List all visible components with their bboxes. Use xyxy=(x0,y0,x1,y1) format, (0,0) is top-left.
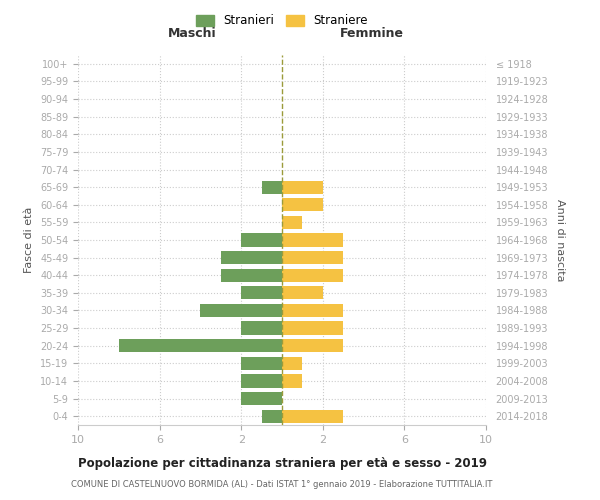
Y-axis label: Anni di nascita: Anni di nascita xyxy=(555,198,565,281)
Bar xyxy=(282,356,302,370)
Bar xyxy=(241,392,282,405)
Text: COMUNE DI CASTELNUOVO BORMIDA (AL) - Dati ISTAT 1° gennaio 2019 - Elaborazione T: COMUNE DI CASTELNUOVO BORMIDA (AL) - Dat… xyxy=(71,480,493,489)
Bar xyxy=(241,286,282,300)
Bar xyxy=(241,374,282,388)
Bar xyxy=(282,251,343,264)
Legend: Stranieri, Straniere: Stranieri, Straniere xyxy=(193,11,371,31)
Bar xyxy=(241,356,282,370)
Text: Femmine: Femmine xyxy=(340,27,404,40)
Bar xyxy=(262,180,282,194)
Bar xyxy=(282,322,343,334)
Bar xyxy=(262,410,282,423)
Y-axis label: Fasce di età: Fasce di età xyxy=(25,207,34,273)
Bar xyxy=(282,216,302,229)
Bar xyxy=(282,180,323,194)
Bar xyxy=(282,304,343,317)
Bar xyxy=(282,410,343,423)
Bar xyxy=(282,339,343,352)
Bar xyxy=(221,268,282,282)
Text: Maschi: Maschi xyxy=(168,27,217,40)
Bar xyxy=(221,251,282,264)
Bar xyxy=(282,374,302,388)
Text: Popolazione per cittadinanza straniera per età e sesso - 2019: Popolazione per cittadinanza straniera p… xyxy=(77,458,487,470)
Bar xyxy=(241,322,282,334)
Bar xyxy=(241,234,282,246)
Bar xyxy=(282,234,343,246)
Bar xyxy=(200,304,282,317)
Bar xyxy=(282,268,343,282)
Bar xyxy=(282,198,323,211)
Bar xyxy=(119,339,282,352)
Bar xyxy=(282,286,323,300)
